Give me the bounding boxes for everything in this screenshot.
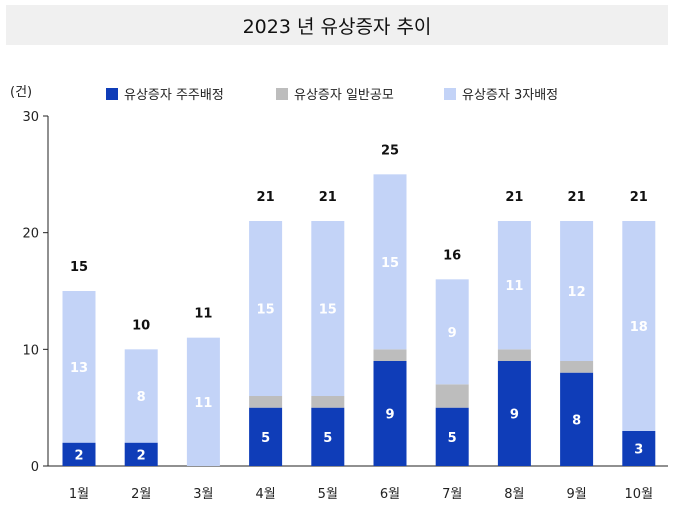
data-label: 5	[448, 431, 457, 446]
total-label: 21	[257, 190, 275, 205]
legend-label-1: 유상증자 일반공모	[294, 88, 394, 103]
bar-segment	[622, 431, 656, 466]
x-tick-label: 8월	[504, 487, 524, 502]
y-tick-label: 0	[31, 460, 39, 475]
y-tick-label: 20	[22, 227, 39, 242]
bar-segment	[497, 349, 531, 361]
data-label: 8	[137, 390, 146, 405]
y-tick-label: 30	[22, 110, 39, 125]
x-tick-label: 10월	[625, 487, 654, 502]
bar-segment	[311, 221, 345, 396]
bar-segment	[124, 349, 158, 443]
chart-title: 2023 년 유상증자 추이	[242, 15, 432, 38]
data-label: 9	[385, 408, 394, 423]
data-label: 18	[630, 320, 648, 335]
bar-segment	[249, 221, 283, 396]
x-tick-label: 1월	[69, 487, 89, 502]
total-label: 21	[319, 190, 337, 205]
x-tick-label: 3월	[193, 487, 213, 502]
total-label: 25	[381, 143, 399, 158]
bar-segment	[560, 372, 594, 466]
bar-segment	[497, 361, 531, 466]
data-label: 8	[572, 413, 581, 428]
total-label: 15	[70, 260, 88, 275]
x-tick-label: 5월	[318, 487, 338, 502]
data-label: 12	[568, 285, 586, 300]
bar-segment	[249, 407, 283, 466]
bar-segment	[124, 442, 158, 466]
total-label: 11	[194, 307, 212, 322]
total-label: 21	[505, 190, 523, 205]
bar-segment	[373, 349, 407, 361]
data-label: 11	[505, 279, 523, 294]
legend-label-0: 유상증자 주주배정	[124, 88, 224, 103]
data-label: 3	[634, 443, 643, 458]
legend-swatch-0	[106, 88, 118, 100]
x-tick-label: 9월	[566, 487, 586, 502]
x-tick-label: 4월	[255, 487, 275, 502]
data-label: 13	[70, 361, 88, 376]
data-label: 15	[381, 256, 399, 271]
legend-label-2: 유상증자 3자배정	[462, 88, 558, 103]
x-tick-label: 6월	[380, 487, 400, 502]
legend-swatch-1	[276, 88, 288, 100]
bar-segment	[62, 291, 96, 443]
data-label: 2	[74, 448, 83, 463]
data-label: 11	[194, 396, 212, 411]
chart-title-bar: 2023 년 유상증자 추이	[6, 5, 668, 45]
data-label: 2	[137, 448, 146, 463]
data-label: 5	[323, 431, 332, 446]
data-label: 9	[448, 326, 457, 341]
total-label: 21	[630, 190, 648, 205]
data-label: 15	[319, 303, 337, 318]
y-unit-label: (건)	[10, 85, 32, 100]
bar-segment	[560, 221, 594, 361]
bar-segment	[186, 337, 220, 466]
total-label: 21	[568, 190, 586, 205]
bar-segment	[560, 361, 594, 373]
bar-segment	[435, 407, 469, 466]
data-label: 5	[261, 431, 270, 446]
bar-segment	[622, 221, 656, 431]
bar-segment	[62, 442, 96, 466]
data-label: 15	[257, 303, 275, 318]
bar-segment	[497, 221, 531, 350]
total-label: 10	[132, 318, 150, 333]
bar-segment	[373, 174, 407, 350]
legend-swatch-2	[444, 88, 456, 100]
x-tick-label: 2월	[131, 487, 151, 502]
x-tick-label: 7월	[442, 487, 462, 502]
bar-segment	[373, 361, 407, 466]
bar-segment	[249, 396, 283, 408]
bar-segment	[311, 396, 345, 408]
total-label: 16	[443, 248, 461, 263]
y-tick-label: 10	[22, 343, 39, 358]
bar-segment	[311, 407, 345, 466]
data-label: 9	[510, 408, 519, 423]
bar-segment	[435, 279, 469, 385]
bar-segment	[435, 384, 469, 408]
